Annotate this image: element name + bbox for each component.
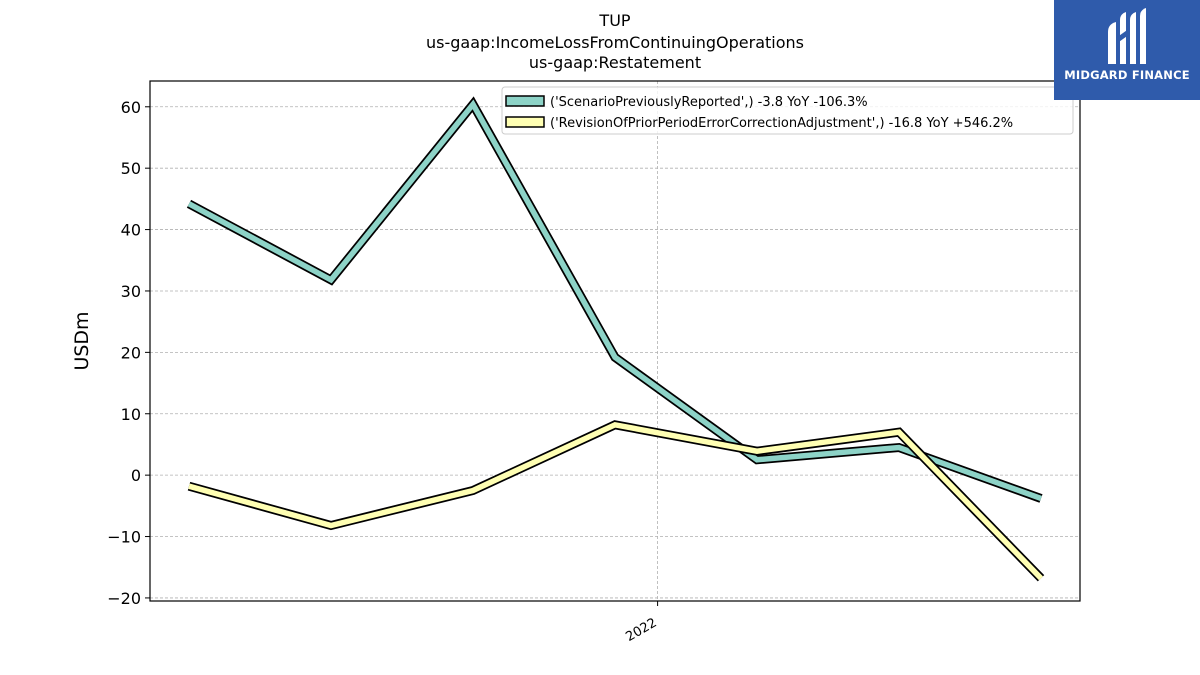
chart-title-line-3: us-gaap:Restatement bbox=[529, 53, 701, 72]
y-tick-label: 30 bbox=[121, 282, 141, 301]
series-line bbox=[188, 421, 1043, 581]
x-tick-label: 2022 bbox=[623, 615, 659, 645]
series-line bbox=[187, 99, 1042, 502]
grid bbox=[150, 81, 1080, 601]
y-tick-label: 20 bbox=[121, 343, 141, 362]
logo-brand-text: MIDGARD FINANCE bbox=[1064, 68, 1190, 82]
legend-swatch-2 bbox=[505, 116, 545, 128]
logo-mark-icon bbox=[1108, 8, 1146, 64]
y-tick-label: 10 bbox=[121, 405, 141, 424]
legend-label-1: ('ScenarioPreviouslyReported',) -3.8 YoY… bbox=[550, 95, 868, 110]
legend: ('ScenarioPreviouslyReported',) -3.8 YoY… bbox=[501, 86, 1074, 135]
x-axis-ticks: 2022 bbox=[623, 601, 660, 645]
series-outline bbox=[186, 96, 1043, 503]
legend-frame bbox=[501, 86, 1074, 135]
y-tick-label: 60 bbox=[121, 98, 141, 117]
series-line-1 bbox=[186, 96, 1043, 503]
y-tick-label: −20 bbox=[107, 589, 141, 608]
plot-frame bbox=[149, 80, 1081, 602]
y-axis-label: USDm bbox=[71, 311, 93, 370]
y-tick-label: 0 bbox=[131, 466, 141, 485]
y-tick-label: 40 bbox=[121, 221, 141, 240]
series-line-2 bbox=[187, 420, 1045, 582]
chart-title-line-2: us-gaap:IncomeLossFromContinuingOperatio… bbox=[426, 33, 804, 52]
y-tick-label: −10 bbox=[107, 528, 141, 547]
series-layer bbox=[186, 96, 1045, 582]
logo: MIDGARD FINANCE bbox=[1054, 0, 1200, 100]
legend-label-2: ('RevisionOfPriorPeriodErrorCorrectionAd… bbox=[550, 116, 1013, 131]
y-tick-label: 50 bbox=[121, 159, 141, 178]
chart-title-line-1: TUP bbox=[598, 11, 630, 30]
chart-title: TUP us-gaap:IncomeLossFromContinuingOper… bbox=[426, 11, 804, 72]
legend-swatch-1 bbox=[505, 95, 545, 107]
y-axis-ticks: 60 50 40 30 20 10 0 −10 −20 bbox=[107, 98, 150, 608]
